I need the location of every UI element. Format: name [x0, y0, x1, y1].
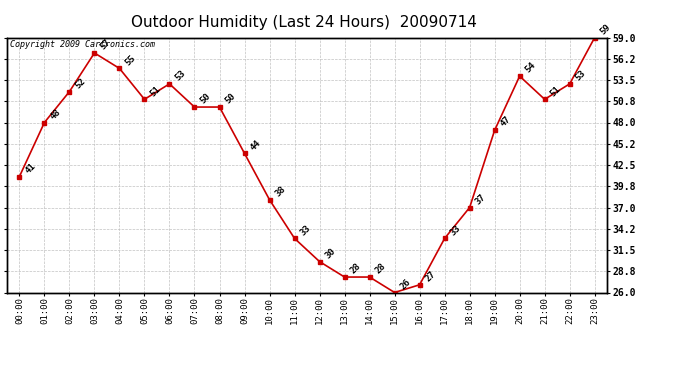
Text: 55: 55	[124, 53, 137, 67]
Text: 33: 33	[448, 223, 463, 237]
Text: 44: 44	[248, 138, 263, 152]
Text: 26: 26	[399, 277, 413, 291]
Text: 47: 47	[499, 115, 513, 129]
Text: 51: 51	[549, 84, 563, 98]
Text: 50: 50	[199, 92, 213, 106]
Text: 54: 54	[524, 61, 538, 75]
Text: 37: 37	[474, 192, 488, 206]
Text: 53: 53	[174, 69, 188, 82]
Text: 57: 57	[99, 38, 112, 52]
Text: Copyright 2009 Cartronics.com: Copyright 2009 Cartronics.com	[10, 40, 155, 49]
Text: 48: 48	[48, 107, 63, 121]
Text: 52: 52	[74, 76, 88, 90]
Text: 41: 41	[23, 161, 37, 175]
Text: 33: 33	[299, 223, 313, 237]
Text: 28: 28	[374, 262, 388, 276]
Text: 38: 38	[274, 184, 288, 198]
Text: 30: 30	[324, 246, 337, 260]
Text: 27: 27	[424, 269, 437, 284]
Text: 50: 50	[224, 92, 237, 106]
Text: 53: 53	[574, 69, 588, 82]
Text: 28: 28	[348, 262, 363, 276]
Text: 59: 59	[599, 22, 613, 36]
Text: Outdoor Humidity (Last 24 Hours)  20090714: Outdoor Humidity (Last 24 Hours) 2009071…	[130, 15, 477, 30]
Text: 51: 51	[148, 84, 163, 98]
